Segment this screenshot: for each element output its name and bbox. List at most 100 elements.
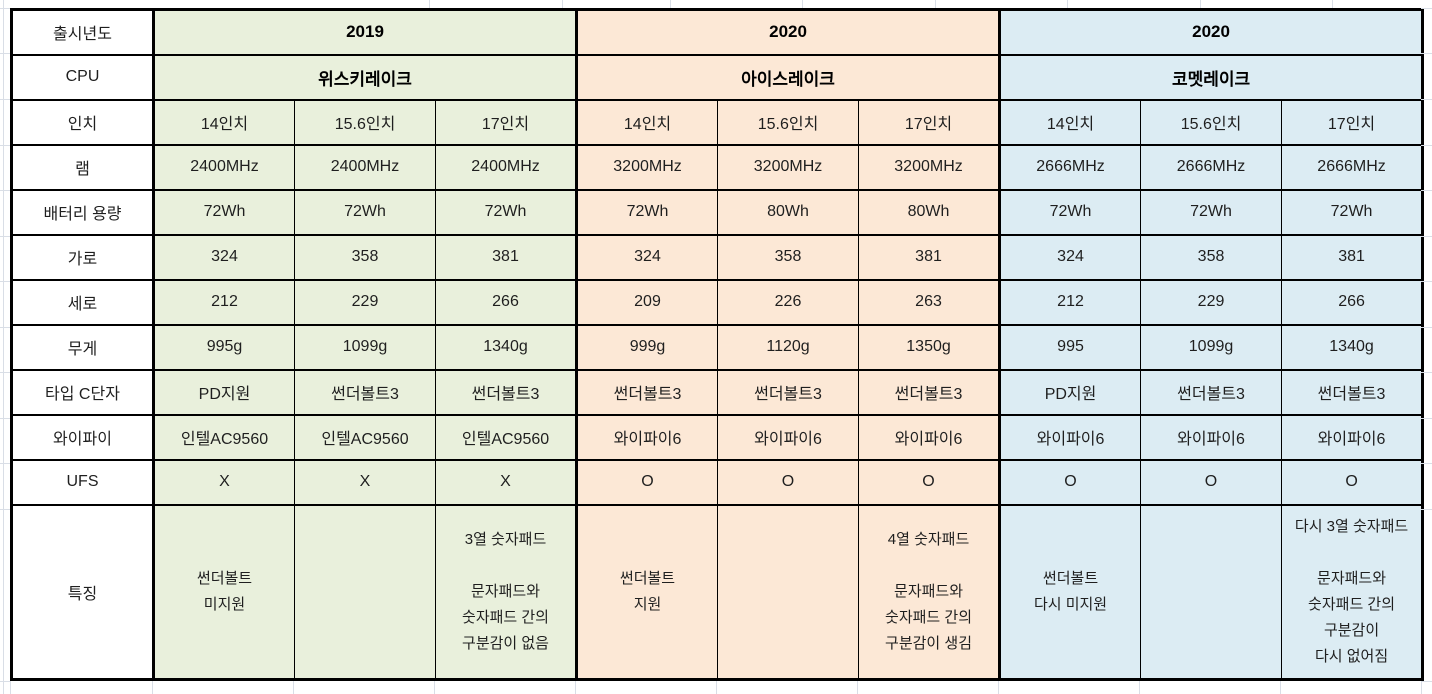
cell-width[interactable]: 324 — [998, 233, 1142, 281]
cell-year-whiskylake[interactable]: 2019 — [151, 8, 578, 56]
cell-feature[interactable]: 썬더볼트 미지원 — [152, 503, 295, 681]
cell-weight[interactable]: 995 — [998, 323, 1142, 371]
cell-depth[interactable]: 209 — [575, 278, 719, 326]
cell-feature[interactable]: 4열 숫자패드 문자패드와 숫자패드 간의 구분감이 생김 — [858, 503, 1001, 681]
cell-battery[interactable]: 72Wh — [575, 188, 719, 236]
row-label-year[interactable]: 출시년도 — [10, 8, 155, 56]
cell-weight[interactable]: 1350g — [858, 323, 1001, 371]
cell-ufs[interactable]: O — [858, 458, 1001, 506]
row-label-battery[interactable]: 배터리 용량 — [10, 188, 155, 236]
cell-ufs[interactable]: O — [1140, 458, 1283, 506]
cell-wifi[interactable]: 와이파이6 — [717, 413, 860, 461]
cell-depth[interactable]: 212 — [152, 278, 295, 326]
cell-width[interactable]: 381 — [434, 233, 578, 281]
cell-inch[interactable]: 17인치 — [1281, 98, 1425, 146]
cell-typec[interactable]: 썬더볼트3 — [575, 368, 719, 416]
cell-year-icelake[interactable]: 2020 — [575, 8, 1001, 56]
cell-width[interactable]: 358 — [717, 233, 860, 281]
cell-inch[interactable]: 15.6인치 — [717, 98, 860, 146]
cell-weight[interactable]: 1340g — [1281, 323, 1425, 371]
cell-inch[interactable]: 15.6인치 — [294, 98, 436, 146]
cell-depth[interactable]: 229 — [294, 278, 436, 326]
cell-year-cometlake[interactable]: 2020 — [998, 8, 1425, 56]
cell-wifi[interactable]: 와이파이6 — [998, 413, 1142, 461]
cell-wifi[interactable]: 와이파이6 — [575, 413, 719, 461]
cell-ram[interactable]: 2400MHz — [294, 143, 436, 191]
cell-typec[interactable]: 썬더볼트3 — [294, 368, 436, 416]
cell-weight[interactable]: 999g — [575, 323, 719, 371]
cell-depth[interactable]: 226 — [717, 278, 860, 326]
cell-ram[interactable]: 3200MHz — [575, 143, 719, 191]
row-label-width[interactable]: 가로 — [10, 233, 155, 281]
cell-inch[interactable]: 14인치 — [575, 98, 719, 146]
cell-ram[interactable]: 2400MHz — [434, 143, 578, 191]
cell-width[interactable]: 324 — [575, 233, 719, 281]
cell-battery[interactable]: 72Wh — [998, 188, 1142, 236]
cell-typec[interactable]: 썬더볼트3 — [1281, 368, 1425, 416]
cell-typec[interactable]: 썬더볼트3 — [858, 368, 1001, 416]
cell-weight[interactable]: 1120g — [717, 323, 860, 371]
cell-feature[interactable]: 썬더볼트 지원 — [575, 503, 719, 681]
cell-battery[interactable]: 80Wh — [717, 188, 860, 236]
cell-battery[interactable]: 72Wh — [1281, 188, 1425, 236]
row-label-weight[interactable]: 무게 — [10, 323, 155, 371]
cell-wifi[interactable]: 인텔AC9560 — [152, 413, 295, 461]
cell-weight[interactable]: 995g — [152, 323, 295, 371]
cell-width[interactable]: 381 — [1281, 233, 1425, 281]
cell-ram[interactable]: 2400MHz — [152, 143, 295, 191]
row-label-typec[interactable]: 타입 C단자 — [10, 368, 155, 416]
cell-wifi[interactable]: 와이파이6 — [858, 413, 1001, 461]
cell-inch[interactable]: 15.6인치 — [1140, 98, 1283, 146]
cell-wifi[interactable]: 와이파이6 — [1140, 413, 1283, 461]
cell-width[interactable]: 324 — [152, 233, 295, 281]
cell-wifi[interactable]: 인텔AC9560 — [434, 413, 578, 461]
cell-ufs[interactable]: X — [294, 458, 436, 506]
cell-width[interactable]: 381 — [858, 233, 1001, 281]
cell-ram[interactable]: 3200MHz — [858, 143, 1001, 191]
row-label-inch[interactable]: 인치 — [10, 98, 155, 146]
cell-ufs[interactable]: O — [575, 458, 719, 506]
row-label-cpu[interactable]: CPU — [10, 53, 155, 101]
cell-wifi[interactable]: 인텔AC9560 — [294, 413, 436, 461]
cell-weight[interactable]: 1340g — [434, 323, 578, 371]
cell-weight[interactable]: 1099g — [294, 323, 436, 371]
cell-depth[interactable]: 263 — [858, 278, 1001, 326]
cell-cpu-cometlake[interactable]: 코멧레이크 — [998, 53, 1425, 101]
cell-wifi[interactable]: 와이파이6 — [1281, 413, 1425, 461]
row-label-feature[interactable]: 특징 — [10, 503, 155, 681]
cell-feature[interactable]: 다시 3열 숫자패드 문자패드와 숫자패드 간의 구분감이 다시 없어짐 — [1281, 503, 1425, 681]
cell-battery[interactable]: 72Wh — [294, 188, 436, 236]
cell-feature[interactable] — [294, 503, 436, 681]
cell-weight[interactable]: 1099g — [1140, 323, 1283, 371]
cell-ufs[interactable]: X — [434, 458, 578, 506]
cell-typec[interactable]: PD지원 — [152, 368, 295, 416]
cell-depth[interactable]: 266 — [1281, 278, 1425, 326]
cell-ram[interactable]: 2666MHz — [1281, 143, 1425, 191]
cell-ufs[interactable]: O — [998, 458, 1142, 506]
row-label-depth[interactable]: 세로 — [10, 278, 155, 326]
cell-width[interactable]: 358 — [294, 233, 436, 281]
cell-typec[interactable]: 썬더볼트3 — [717, 368, 860, 416]
cell-inch[interactable]: 14인치 — [998, 98, 1142, 146]
cell-battery[interactable]: 72Wh — [152, 188, 295, 236]
cell-typec[interactable]: 썬더볼트3 — [1140, 368, 1283, 416]
cell-ram[interactable]: 2666MHz — [998, 143, 1142, 191]
cell-ram[interactable]: 2666MHz — [1140, 143, 1283, 191]
cell-ufs[interactable]: O — [1281, 458, 1425, 506]
row-label-wifi[interactable]: 와이파이 — [10, 413, 155, 461]
cell-ram[interactable]: 3200MHz — [717, 143, 860, 191]
cell-inch[interactable]: 17인치 — [434, 98, 578, 146]
cell-battery[interactable]: 72Wh — [434, 188, 578, 236]
row-label-ram[interactable]: 램 — [10, 143, 155, 191]
cell-feature[interactable] — [1140, 503, 1283, 681]
cell-inch[interactable]: 17인치 — [858, 98, 1001, 146]
cell-battery[interactable]: 72Wh — [1140, 188, 1283, 236]
cell-cpu-whiskylake[interactable]: 위스키레이크 — [151, 53, 578, 101]
cell-battery[interactable]: 80Wh — [858, 188, 1001, 236]
cell-ufs[interactable]: O — [717, 458, 860, 506]
cell-cpu-icelake[interactable]: 아이스레이크 — [575, 53, 1001, 101]
cell-typec[interactable]: 썬더볼트3 — [434, 368, 578, 416]
cell-feature[interactable]: 3열 숫자패드 문자패드와 숫자패드 간의 구분감이 없음 — [434, 503, 578, 681]
cell-inch[interactable]: 14인치 — [152, 98, 295, 146]
cell-feature[interactable] — [717, 503, 860, 681]
